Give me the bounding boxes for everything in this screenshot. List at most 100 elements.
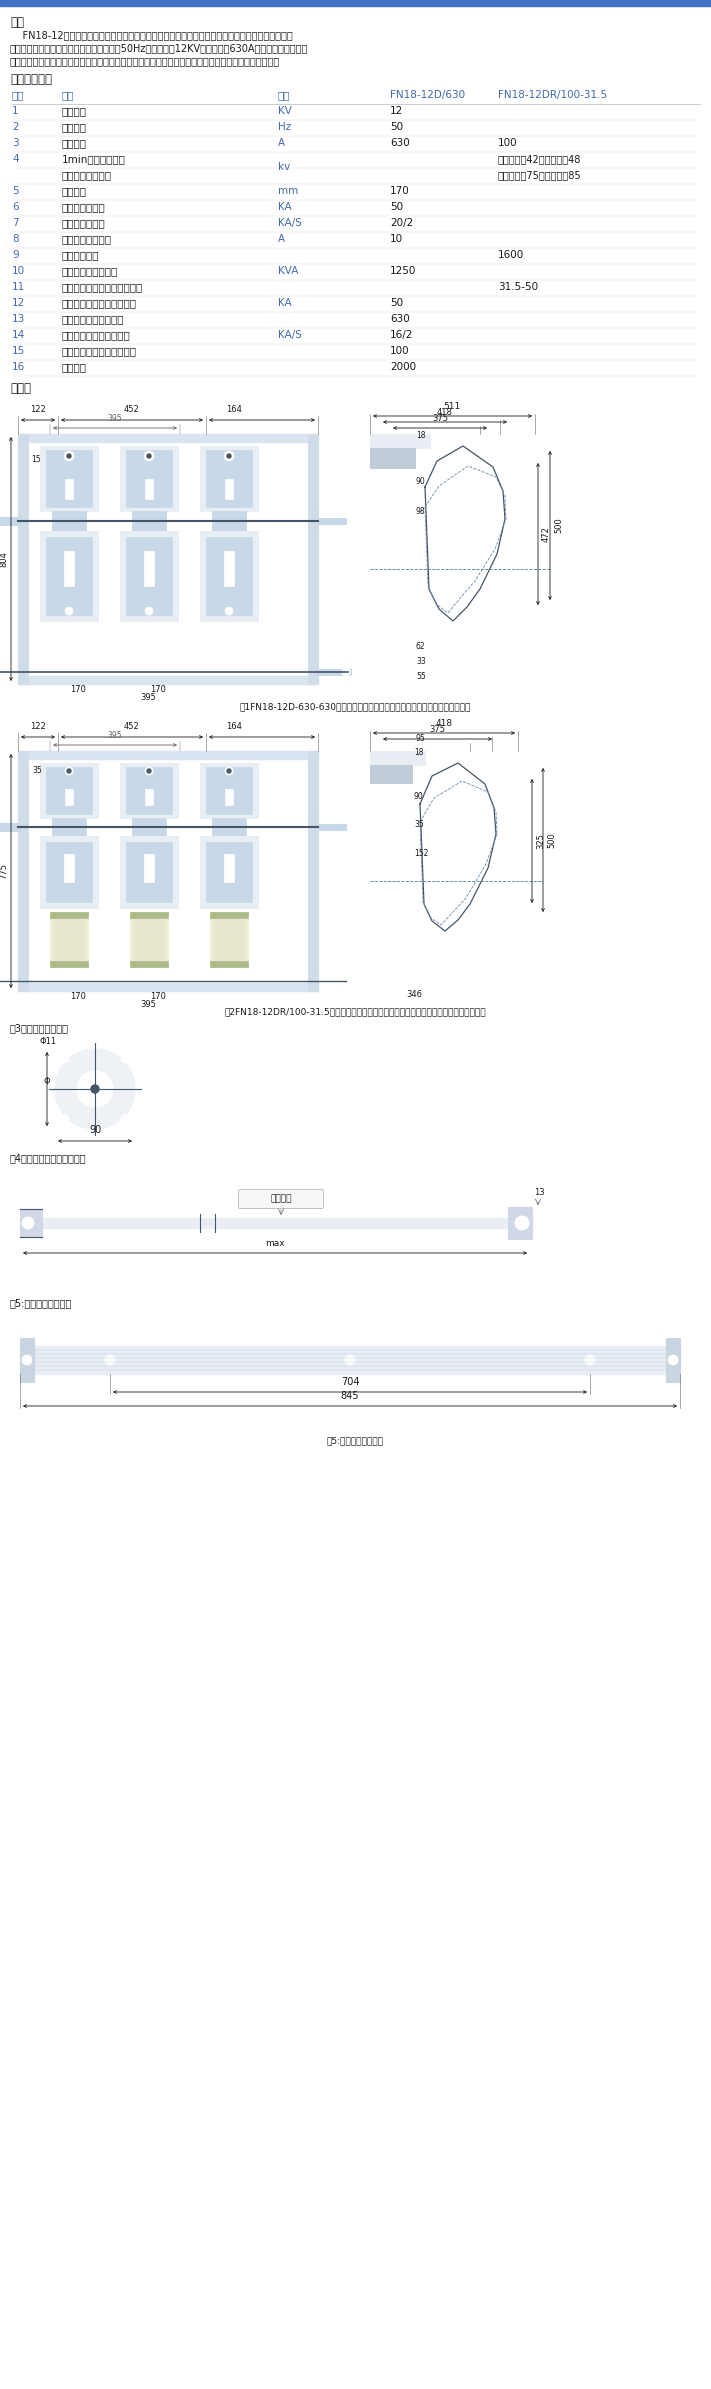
Bar <box>206 841 252 903</box>
Text: 98: 98 <box>416 506 426 516</box>
Text: 35: 35 <box>414 819 424 829</box>
Text: 外形图: 外形图 <box>10 382 31 394</box>
Text: 418: 418 <box>437 409 453 418</box>
Text: 4: 4 <box>12 153 18 165</box>
Circle shape <box>424 807 440 824</box>
Circle shape <box>345 1355 355 1364</box>
Bar <box>18 982 318 991</box>
Text: 10: 10 <box>12 265 25 277</box>
Bar <box>126 767 172 815</box>
Bar <box>126 538 172 614</box>
Text: 主要技术参数: 主要技术参数 <box>10 74 52 86</box>
Text: 12: 12 <box>390 105 403 117</box>
Bar <box>210 960 248 968</box>
Bar <box>318 518 346 523</box>
Bar <box>666 1338 680 1381</box>
Text: 170: 170 <box>70 686 86 693</box>
Bar <box>210 913 248 917</box>
Circle shape <box>55 1049 135 1130</box>
Text: 90: 90 <box>416 478 426 485</box>
Circle shape <box>91 1085 99 1094</box>
Bar <box>120 836 178 908</box>
Bar <box>20 1338 34 1381</box>
Bar <box>52 817 86 836</box>
Text: 图4操作连杆配作安装尺寸图: 图4操作连杆配作安装尺寸图 <box>10 1154 87 1163</box>
Text: 170: 170 <box>390 186 410 196</box>
Text: 630: 630 <box>390 139 410 148</box>
Bar <box>18 750 28 991</box>
Text: 图5:联锁板安装尺寸图: 图5:联锁板安装尺寸图 <box>10 1297 73 1309</box>
Bar <box>225 788 233 805</box>
Text: 图2FN18-12DR/100-31.5型交流高压负荷开关熔断器组合的部件示意图和外形、安装尺寸图: 图2FN18-12DR/100-31.5型交流高压负荷开关熔断器组合的部件示意图… <box>224 1008 486 1015</box>
Bar <box>200 836 258 908</box>
Circle shape <box>227 454 231 459</box>
FancyBboxPatch shape <box>238 1190 324 1209</box>
Bar <box>40 762 98 817</box>
Bar <box>212 817 246 836</box>
Text: 概述: 概述 <box>10 17 24 29</box>
Text: 375: 375 <box>429 724 445 733</box>
Circle shape <box>430 492 448 509</box>
Text: kv: kv <box>278 162 290 172</box>
Circle shape <box>147 769 151 774</box>
Text: 500: 500 <box>554 516 563 533</box>
Text: 704: 704 <box>341 1376 359 1388</box>
Text: 170: 170 <box>150 991 166 1001</box>
Circle shape <box>67 454 71 459</box>
Text: 50: 50 <box>390 299 403 308</box>
Text: Hz: Hz <box>278 122 292 131</box>
Bar <box>18 435 28 683</box>
Circle shape <box>435 497 443 504</box>
Text: 8: 8 <box>12 234 18 244</box>
Text: 33: 33 <box>416 657 426 667</box>
Text: Φ: Φ <box>43 1077 50 1087</box>
Text: 额定有功负载开断电流: 额定有功负载开断电流 <box>62 313 124 325</box>
Text: 1min工频耐受电压: 1min工频耐受电压 <box>62 153 126 165</box>
Circle shape <box>144 452 154 461</box>
Text: 62: 62 <box>416 643 426 650</box>
Bar <box>50 913 88 917</box>
Text: FN18-12D/630: FN18-12D/630 <box>390 91 465 100</box>
Text: 15: 15 <box>31 454 41 463</box>
Text: KA/S: KA/S <box>278 217 302 227</box>
Bar <box>126 841 172 903</box>
Bar <box>46 767 92 815</box>
Text: 分合速度快、可靠性高等优点。适用于交流50Hz，额定电压12KV、额定电流630A及三相配电系统中，: 分合速度快、可靠性高等优点。适用于交流50Hz，额定电压12KV、额定电流630… <box>10 43 309 53</box>
Text: 雷电冲击耐受电压: 雷电冲击耐受电压 <box>62 170 112 179</box>
Text: 1250: 1250 <box>390 265 417 277</box>
Bar <box>145 480 153 499</box>
Bar <box>224 552 234 585</box>
Text: 452: 452 <box>124 721 140 731</box>
Text: 额定电压: 额定电压 <box>62 105 87 117</box>
Text: 50: 50 <box>390 122 403 131</box>
Circle shape <box>77 1070 113 1106</box>
Text: 7: 7 <box>12 217 18 227</box>
Circle shape <box>121 1056 129 1063</box>
Circle shape <box>61 1056 69 1063</box>
Text: 395: 395 <box>107 731 122 741</box>
Circle shape <box>227 769 231 774</box>
Text: 395: 395 <box>140 693 156 702</box>
Text: 775: 775 <box>0 862 9 879</box>
Bar <box>213 915 245 965</box>
Bar <box>370 784 412 944</box>
Bar <box>133 915 165 965</box>
Bar <box>224 853 234 882</box>
Text: 55: 55 <box>416 671 426 681</box>
Circle shape <box>454 774 462 781</box>
Bar <box>20 1209 42 1238</box>
Bar <box>50 960 88 968</box>
Bar <box>65 788 73 805</box>
Text: 特别适用于城网建设改造工程，高层建筑，公共设施的环网供电，是箱式变站、变压器保护的理想产品。: 特别适用于城网建设改造工程，高层建筑，公共设施的环网供电，是箱式变站、变压器保护… <box>10 55 280 67</box>
Text: 375: 375 <box>432 413 448 423</box>
Circle shape <box>515 1216 529 1230</box>
Text: 10: 10 <box>390 234 403 244</box>
Text: 1: 1 <box>12 105 18 117</box>
Text: 图3操作柱安装尺寸图: 图3操作柱安装尺寸图 <box>10 1022 69 1032</box>
Bar <box>120 762 178 817</box>
Bar <box>18 435 318 442</box>
Text: KA/S: KA/S <box>278 330 302 339</box>
Bar <box>18 750 318 760</box>
Text: 2: 2 <box>12 122 18 131</box>
Text: 13: 13 <box>12 313 26 325</box>
